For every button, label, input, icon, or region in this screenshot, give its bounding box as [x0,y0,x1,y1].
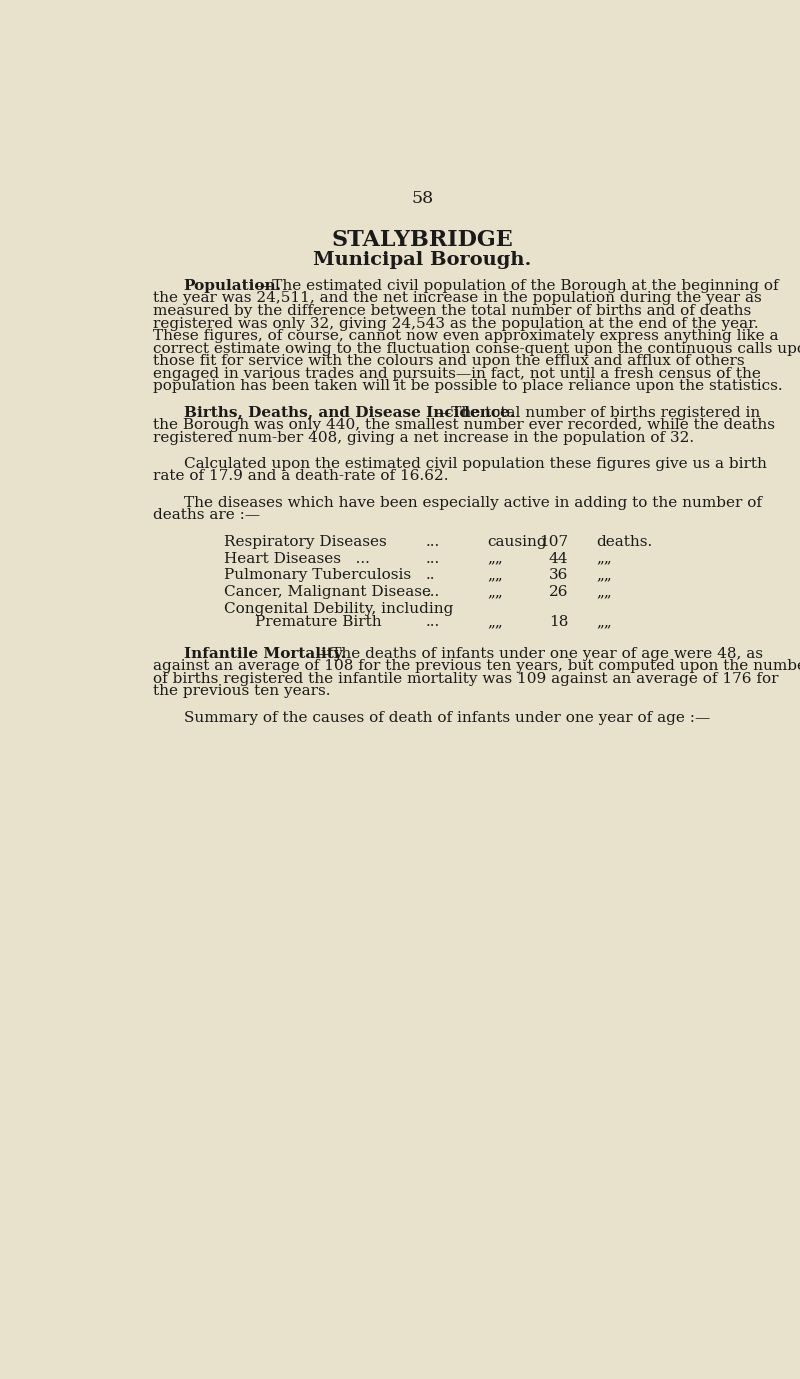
Text: 26: 26 [549,586,568,600]
Text: STALYBRIDGE: STALYBRIDGE [331,229,514,251]
Text: The diseases which have been especially active in adding to the number of: The diseases which have been especially … [184,496,762,510]
Text: Premature Birth: Premature Birth [255,615,382,629]
Text: deaths are :—: deaths are :— [153,509,260,523]
Text: 58: 58 [411,190,434,207]
Text: population has been taken will it be possible to place reliance upon the statist: population has been taken will it be pos… [153,379,782,393]
Text: „„: „„ [487,586,503,600]
Text: deaths.: deaths. [596,535,652,549]
Text: „„: „„ [596,568,612,582]
Text: rate of 17.9 and a death-rate of 16.62.: rate of 17.9 and a death-rate of 16.62. [153,469,448,484]
Text: —The estimated civil population of the Borough at the beginning of: —The estimated civil population of the B… [257,279,778,292]
Text: ...: ... [426,615,440,629]
Text: Calculated upon the estimated civil population these figures give us a birth: Calculated upon the estimated civil popu… [184,456,766,470]
Text: ...: ... [426,586,440,600]
Text: 107: 107 [539,535,568,549]
Text: the previous ten years.: the previous ten years. [153,684,330,698]
Text: ...: ... [426,552,440,565]
Text: registered was only 32, giving 24,543 as the population at the end of the year.: registered was only 32, giving 24,543 as… [153,317,758,331]
Text: Respiratory Diseases: Respiratory Diseases [224,535,386,549]
Text: of births registered the infantile mortality was 109 against an average of 176 f: of births registered the infantile morta… [153,672,778,685]
Text: Pulmonary Tuberculosis: Pulmonary Tuberculosis [224,568,411,582]
Text: ...: ... [426,535,440,549]
Text: those fit for service with the colours and upon the efflux and afflux of others: those fit for service with the colours a… [153,354,744,368]
Text: Congenital Debility, including: Congenital Debility, including [224,603,454,616]
Text: correct estimate owing to the fluctuation conse-quent upon the continuous calls : correct estimate owing to the fluctuatio… [153,342,800,356]
Text: „„: „„ [596,552,612,565]
Text: Population.: Population. [184,279,282,292]
Text: „„: „„ [596,586,612,600]
Text: „„: „„ [487,568,503,582]
Text: the year was 24,511, and the net increase in the population during the year as: the year was 24,511, and the net increas… [153,291,762,305]
Text: measured by the difference between the total number of births and of deaths: measured by the difference between the t… [153,303,751,319]
Text: the Borough was only 440, the smallest number ever recorded, while the deaths: the Borough was only 440, the smallest n… [153,418,774,432]
Text: Births, Deaths, and Disease Incidence.: Births, Deaths, and Disease Incidence. [184,405,515,419]
Text: Municipal Borough.: Municipal Borough. [314,251,531,269]
Text: —The deaths of infants under one year of age were 48, as: —The deaths of infants under one year of… [316,647,763,661]
Text: causing: causing [487,535,547,549]
Text: engaged in various trades and pursuits—in fact, not until a fresh census of the: engaged in various trades and pursuits—i… [153,367,761,381]
Text: 18: 18 [549,615,568,629]
Text: These figures, of course, cannot now even approximately express anything like a: These figures, of course, cannot now eve… [153,330,778,343]
Text: Summary of the causes of death of infants under one year of age :—: Summary of the causes of death of infant… [184,710,710,725]
Text: Infantile Mortality.: Infantile Mortality. [184,647,346,661]
Text: Cancer, Malignant Disease: Cancer, Malignant Disease [224,586,431,600]
Text: „„: „„ [487,552,503,565]
Text: Heart Diseases   ...: Heart Diseases ... [224,552,370,565]
Text: „„: „„ [596,615,612,629]
Text: ..: .. [426,568,435,582]
Text: —The total number of births registered in: —The total number of births registered i… [436,405,760,419]
Text: registered num-ber 408, giving a net increase in the population of 32.: registered num-ber 408, giving a net inc… [153,430,694,444]
Text: „„: „„ [487,615,503,629]
Text: against an average of 108 for the previous ten years, but computed upon the numb: against an average of 108 for the previo… [153,659,800,673]
Text: 44: 44 [549,552,568,565]
Text: 36: 36 [549,568,568,582]
